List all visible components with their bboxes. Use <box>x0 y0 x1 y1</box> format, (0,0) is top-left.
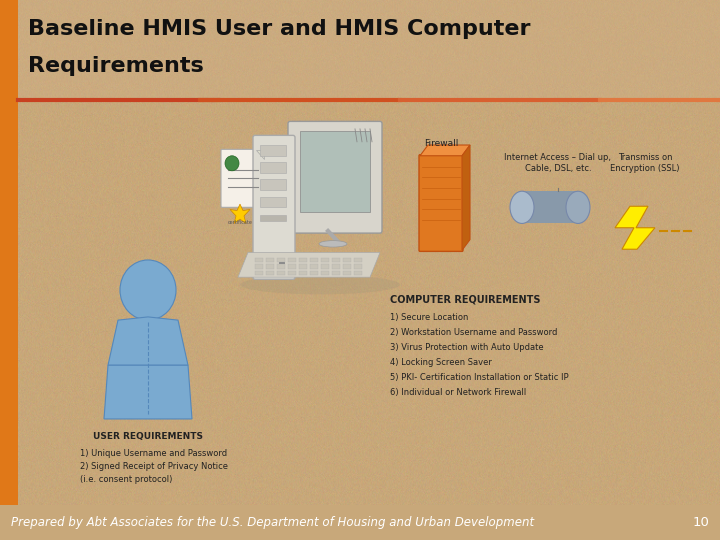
Bar <box>288 271 296 275</box>
Bar <box>332 264 340 268</box>
Text: (i.e. consent protocol): (i.e. consent protocol) <box>80 475 172 484</box>
Polygon shape <box>104 365 192 419</box>
Circle shape <box>120 260 176 320</box>
FancyBboxPatch shape <box>221 150 265 207</box>
Bar <box>18 0 720 102</box>
Bar <box>310 264 318 268</box>
Bar <box>299 264 307 268</box>
Text: 2) Signed Receipt of Privacy Notice: 2) Signed Receipt of Privacy Notice <box>80 462 228 471</box>
Bar <box>310 258 318 262</box>
Text: Requirements: Requirements <box>28 56 204 76</box>
Bar <box>321 271 329 275</box>
Text: 6) Individual or Network Firewall: 6) Individual or Network Firewall <box>390 388 526 397</box>
Bar <box>343 258 351 262</box>
Bar <box>266 264 274 268</box>
Polygon shape <box>462 145 470 251</box>
Text: COMPUTER REQUIREMENTS: COMPUTER REQUIREMENTS <box>390 294 541 305</box>
Text: USER REQUIREMENTS: USER REQUIREMENTS <box>93 432 203 441</box>
Bar <box>0 0 18 505</box>
Bar <box>260 145 286 156</box>
Bar <box>260 162 286 173</box>
Polygon shape <box>615 206 655 249</box>
Bar <box>260 215 286 221</box>
Circle shape <box>279 260 285 266</box>
Polygon shape <box>256 151 264 159</box>
Bar <box>288 258 296 262</box>
Circle shape <box>225 156 239 171</box>
Text: Transmiss on
Encryption (SSL): Transmiss on Encryption (SSL) <box>611 152 680 173</box>
Text: 10: 10 <box>693 516 709 529</box>
Bar <box>300 131 370 212</box>
FancyBboxPatch shape <box>419 154 463 252</box>
Polygon shape <box>238 252 380 277</box>
Bar <box>343 264 351 268</box>
Bar <box>354 264 362 268</box>
Text: 1) Secure Location: 1) Secure Location <box>390 313 469 322</box>
Polygon shape <box>420 145 470 156</box>
Text: 4) Locking Screen Saver: 4) Locking Screen Saver <box>390 357 492 367</box>
Ellipse shape <box>566 191 590 224</box>
Ellipse shape <box>510 191 534 224</box>
Bar <box>310 271 318 275</box>
Text: 5) PKI- Certification Installation or Static IP: 5) PKI- Certification Installation or St… <box>390 373 569 382</box>
Text: Firewall: Firewall <box>424 139 458 148</box>
Ellipse shape <box>240 275 400 294</box>
Bar <box>255 264 263 268</box>
Bar <box>266 258 274 262</box>
Bar <box>266 271 274 275</box>
Text: 2) Workstation Username and Password: 2) Workstation Username and Password <box>390 328 557 336</box>
Bar <box>332 258 340 262</box>
Bar <box>260 197 286 207</box>
Bar <box>321 258 329 262</box>
Text: 1) Unique Username and Password: 1) Unique Username and Password <box>80 449 227 458</box>
Text: Internet Access – Dial up,
Cable, DSL, etc.: Internet Access – Dial up, Cable, DSL, e… <box>505 152 611 173</box>
Bar <box>255 271 263 275</box>
Text: certificate: certificate <box>228 220 253 225</box>
Text: Baseline HMIS User and HMIS Computer: Baseline HMIS User and HMIS Computer <box>28 19 531 39</box>
Bar <box>277 264 285 268</box>
Bar <box>343 271 351 275</box>
Bar <box>354 258 362 262</box>
Bar <box>321 264 329 268</box>
Bar <box>522 191 578 224</box>
Bar <box>277 258 285 262</box>
Bar <box>260 179 286 190</box>
Text: 3) Virus Protection with Auto Update: 3) Virus Protection with Auto Update <box>390 343 544 352</box>
FancyBboxPatch shape <box>253 136 295 279</box>
Ellipse shape <box>319 241 347 247</box>
FancyBboxPatch shape <box>288 122 382 233</box>
Bar <box>332 271 340 275</box>
Bar <box>255 258 263 262</box>
Text: Prepared by Abt Associates for the U.S. Department of Housing and Urban Developm: Prepared by Abt Associates for the U.S. … <box>11 516 534 529</box>
Bar <box>299 258 307 262</box>
Bar <box>299 271 307 275</box>
Polygon shape <box>230 204 250 224</box>
Polygon shape <box>108 317 188 365</box>
Bar <box>354 271 362 275</box>
Bar <box>288 264 296 268</box>
Bar <box>277 271 285 275</box>
